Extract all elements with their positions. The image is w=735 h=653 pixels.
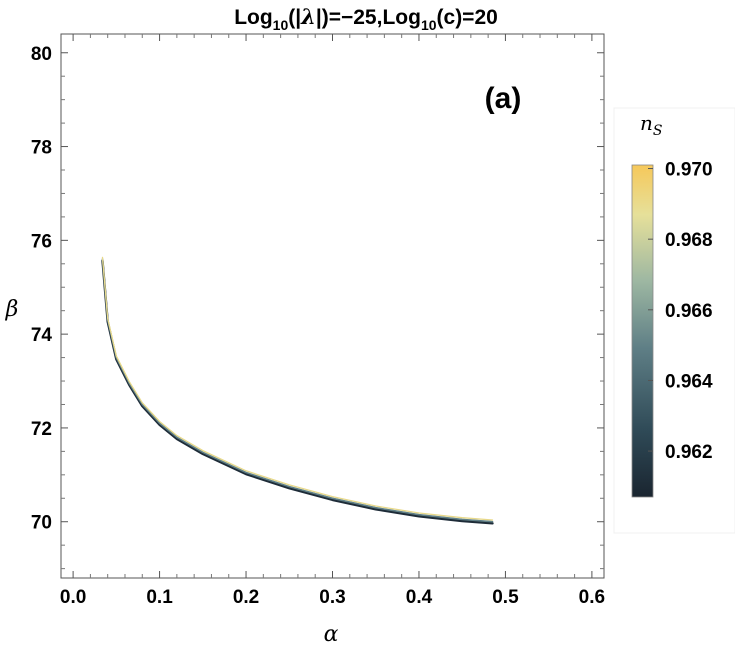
- curve-band-light: [101, 256, 494, 521]
- x-tick-label: 0.4: [406, 587, 433, 608]
- x-axis-label: α: [324, 622, 339, 647]
- colorbar: nS 0.962 0.964 0.966 0.968 0.970: [613, 107, 735, 534]
- colorbar-tick-label: 0.962: [665, 442, 713, 463]
- curve-band-mid: [101, 258, 494, 523]
- x-tick-label: 0.2: [233, 587, 259, 608]
- x-tick-label: 0.6: [579, 587, 605, 608]
- y-tick-label: 76: [31, 231, 52, 252]
- x-tick-label: 0.1: [146, 587, 173, 608]
- x-tick-label: 0.0: [60, 587, 86, 608]
- y-tick-label: 72: [31, 419, 52, 440]
- colorbar-title: nS: [640, 111, 662, 139]
- data-curve: [101, 256, 494, 525]
- x-tick-label: 0.3: [319, 587, 345, 608]
- y-tick-label: 70: [31, 513, 52, 534]
- plot-frame: [60, 33, 605, 579]
- colorbar-tick-label: 0.966: [665, 301, 713, 322]
- colorbar-tick-label: 0.970: [665, 160, 713, 181]
- y-tick-label: 74: [31, 325, 53, 346]
- colorbar-ticks: 0.962 0.964 0.966 0.968 0.970: [648, 160, 713, 463]
- y-tick-label: 80: [31, 44, 52, 65]
- panel-label: (a): [485, 82, 522, 115]
- colorbar-tick-label: 0.968: [665, 230, 713, 251]
- y-axis-label: β: [5, 297, 19, 322]
- axis-ticks: [61, 34, 604, 578]
- colorbar-tick-label: 0.964: [665, 371, 713, 392]
- y-tick-label: 78: [31, 138, 52, 159]
- colorbar-gradient: [631, 164, 654, 498]
- axis-tick-labels: 0.0 0.1 0.2 0.3 0.4 0.5 0.6 70 72 74 76 78 80: [31, 44, 605, 608]
- x-tick-label: 0.5: [492, 587, 519, 608]
- chart-title: Log10(|λ|)=−25,Log10(c)=20: [234, 4, 498, 33]
